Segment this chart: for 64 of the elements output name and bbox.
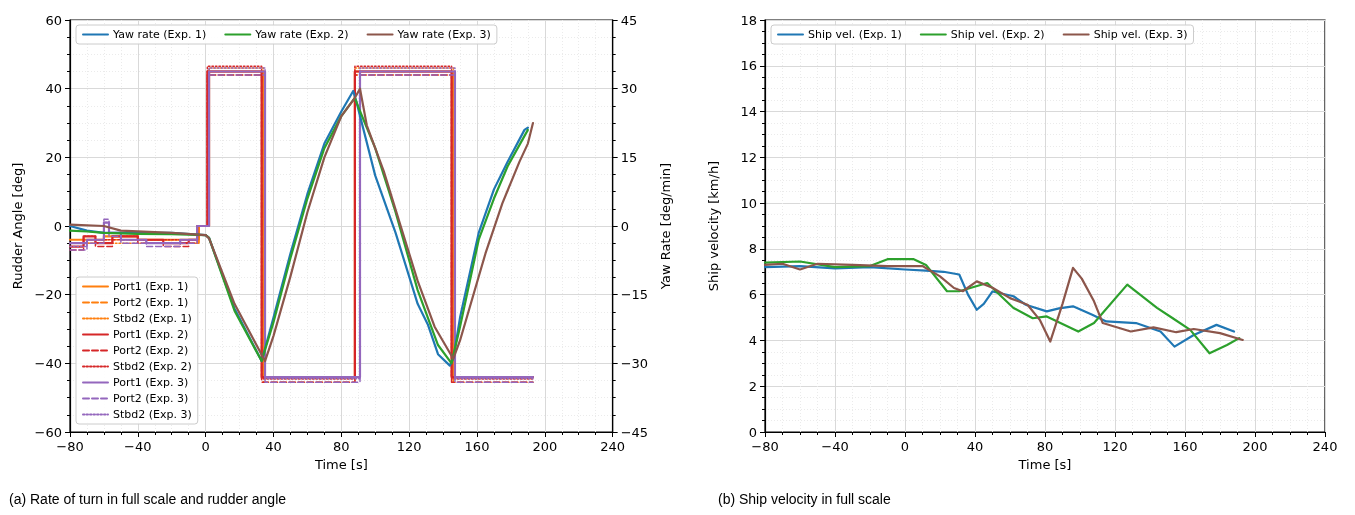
legend-label: Ship vel. (Exp. 3)	[1093, 28, 1188, 41]
y-tick-label: 6	[748, 287, 757, 303]
legend-label: Port2 (Exp. 1)	[113, 296, 189, 309]
x-tick-label: 0	[201, 439, 210, 454]
y-axis-title: Ship velocity [km/h]	[706, 160, 721, 292]
legend-label: Stbd2 (Exp. 2)	[113, 360, 192, 373]
x-tick-label: 200	[532, 439, 558, 454]
y-tick-label: 0	[53, 218, 62, 234]
legend-label: Yaw rate (Exp. 1)	[112, 28, 207, 41]
y-tick-label: 8	[748, 241, 757, 257]
y-tick-label: 10	[740, 195, 757, 211]
y-tick-label: 60	[45, 12, 62, 28]
y-tick-label: −40	[34, 355, 62, 371]
x-tick-label: 240	[600, 439, 626, 454]
x-tick-label: 80	[333, 439, 350, 454]
y-tick-label: 2	[748, 378, 757, 394]
legend-label: Stbd2 (Exp. 3)	[113, 408, 192, 421]
x-axis-title: Time [s]	[313, 456, 368, 472]
x-tick-label: 40	[265, 439, 282, 454]
y-tick-label: 40	[45, 81, 62, 97]
x-tick-label: 120	[396, 439, 422, 454]
x-tick-label: 0	[900, 439, 910, 454]
y-axis-title: Rudder Angle [deg]	[9, 162, 25, 290]
y-tick-label: −20	[34, 287, 62, 303]
legend-label: Port1 (Exp. 3)	[113, 376, 189, 389]
y2-tick-label: −30	[620, 355, 649, 371]
legend-label: Yaw rate (Exp. 2)	[254, 28, 349, 41]
x-tick-label: 120	[1102, 439, 1128, 454]
y-tick-label: 18	[740, 12, 757, 28]
x-tick-label: −80	[56, 439, 84, 454]
y2-tick-label: −15	[620, 287, 649, 303]
x-tick-label: 160	[1172, 439, 1198, 454]
legend-label: Ship vel. (Exp. 1)	[808, 28, 902, 41]
y2-tick-label: 0	[620, 218, 629, 234]
x-tick-label: 200	[1242, 439, 1268, 454]
y2-axis-title: Yaw Rate [deg/min]	[658, 162, 673, 291]
x-tick-label: 240	[1312, 439, 1338, 454]
y2-tick-label: 45	[620, 12, 638, 28]
y-tick-label: 20	[45, 149, 62, 165]
x-tick-label: 80	[1036, 439, 1054, 454]
legend-label: Port2 (Exp. 3)	[113, 392, 189, 405]
y-tick-label: 0	[748, 424, 757, 440]
y2-tick-label: 15	[620, 149, 638, 165]
legend-label: Port1 (Exp. 1)	[113, 280, 189, 293]
y-tick-label: 4	[748, 332, 757, 348]
y-tick-label: −60	[34, 424, 62, 440]
text: (a) Rate of turn in full scale and rudder angle	[9, 491, 287, 507]
y-tick-label: 16	[740, 58, 757, 74]
legend-label: Port2 (Exp. 2)	[113, 344, 189, 357]
legend-label: Port1 (Exp. 2)	[113, 328, 189, 341]
x-tick-label: 40	[966, 439, 984, 454]
x-tick-label: −40	[821, 439, 849, 454]
legend-label: Stbd2 (Exp. 1)	[113, 312, 192, 325]
x-tick-label: −80	[751, 439, 779, 454]
text: (b) Ship velocity in full scale	[718, 491, 891, 507]
x-axis-title: Time [s]	[1017, 456, 1072, 472]
legend-label: Yaw rate (Exp. 3)	[396, 28, 491, 41]
x-tick-label: 160	[464, 439, 490, 454]
y-tick-label: 14	[740, 104, 757, 120]
y2-tick-label: −45	[620, 424, 649, 440]
x-tick-label: −40	[124, 439, 152, 454]
y-tick-label: 12	[740, 149, 757, 165]
y2-tick-label: 30	[620, 81, 638, 97]
legend-label: Ship vel. (Exp. 2)	[950, 28, 1045, 41]
